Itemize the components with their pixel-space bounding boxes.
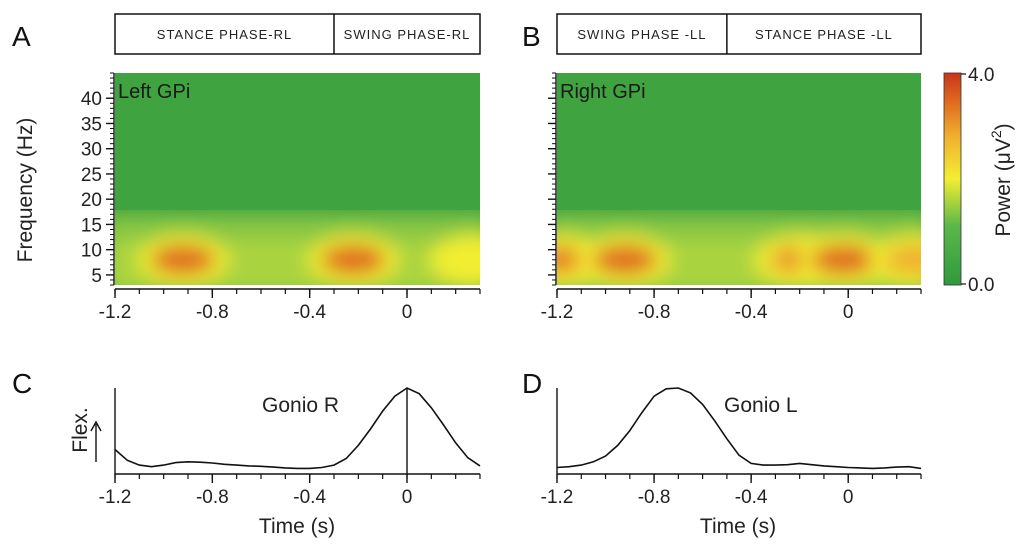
x-tick-label-d: -0.8 bbox=[638, 487, 671, 508]
power-peak bbox=[443, 244, 480, 275]
x-axis-title-d: Time (s) bbox=[700, 515, 776, 538]
x-tick-label-d: 0 bbox=[843, 487, 854, 508]
colorbar-title-text: Power (μV bbox=[992, 138, 1015, 236]
y-tick-label-a: 40 bbox=[81, 89, 102, 110]
phase-bar-a-frame bbox=[114, 13, 481, 55]
heatmap-a: Left GPi bbox=[115, 73, 480, 285]
gonio-l-label: Gonio L bbox=[724, 394, 798, 417]
phase-label-swing-ll: SWING PHASE -LL bbox=[577, 27, 706, 42]
y-tick-label-a: 15 bbox=[81, 215, 102, 236]
x-tick-label-a: 0 bbox=[402, 302, 413, 323]
gonio-l-line bbox=[556, 387, 922, 470]
panel-label-a: A bbox=[12, 21, 31, 52]
phase-label-stance-rl: STANCE PHASE-RL bbox=[157, 27, 292, 42]
phase-label-swing-rl: SWING PHASE-RL bbox=[344, 27, 471, 42]
x-tick-label-c: -0.8 bbox=[196, 487, 229, 508]
x-tick-label-a: -1.2 bbox=[99, 302, 132, 323]
x-tick-label-b: -1.2 bbox=[541, 302, 574, 323]
colorbar-max-label: 4.0 bbox=[968, 65, 994, 86]
panel-label-b: B bbox=[522, 21, 541, 52]
y-tick-label-a: 5 bbox=[91, 266, 102, 287]
axes-c: -1.2 -0.8 -0.4 0 bbox=[99, 388, 481, 508]
x-tick-label-b: -0.4 bbox=[735, 302, 768, 323]
x-tick-label-b: -0.8 bbox=[638, 302, 671, 323]
x-tick-label-b: 0 bbox=[843, 302, 854, 323]
power-peak-core bbox=[606, 251, 643, 268]
y-tick-label-a: 10 bbox=[81, 241, 102, 262]
phase-bar-a: STANCE PHASE-RL SWING PHASE-RL bbox=[114, 13, 481, 55]
axes-d: -1.2 -0.8 -0.4 0 bbox=[541, 388, 922, 508]
y-tick-label-a: 25 bbox=[81, 165, 102, 186]
x-tick-label-c: -0.4 bbox=[293, 487, 326, 508]
heatmap-a-power bbox=[115, 214, 480, 285]
flex-arrow-icon bbox=[90, 420, 102, 462]
colorbar: 4.0 0.0 Power (μV2) bbox=[943, 65, 1015, 296]
colorbar-gradient bbox=[943, 72, 962, 286]
power-peak-core bbox=[335, 251, 372, 268]
x-tick-label-c: -1.2 bbox=[99, 487, 132, 508]
x-tick-label-c: 0 bbox=[402, 487, 413, 508]
x-tick-label-d: -0.4 bbox=[735, 487, 768, 508]
x-tick-label-a: -0.8 bbox=[196, 302, 229, 323]
gonio-r-line bbox=[114, 387, 481, 470]
line-chart-c: Gonio R Flex. Time (s) bbox=[69, 387, 481, 538]
axes-b: -1.2 -0.8 -0.4 0 bbox=[541, 72, 922, 323]
y-tick-label-a: 30 bbox=[81, 140, 102, 161]
phase-bar-b-frame bbox=[556, 13, 922, 55]
axes-a: -1.2 -0.8 -0.4 0 5 10 15 20 25 30 35 40 bbox=[81, 72, 481, 323]
panel-label-d: D bbox=[522, 368, 542, 399]
colorbar-title-close: ) bbox=[992, 123, 1015, 130]
power-peak-core bbox=[825, 251, 862, 268]
heatmap-b-title: Right GPi bbox=[560, 81, 646, 103]
panel-label-c: C bbox=[12, 368, 32, 399]
x-axis-title-c: Time (s) bbox=[259, 515, 335, 538]
colorbar-title: Power (μV2) bbox=[988, 123, 1015, 236]
heatmap-b: Right GPi bbox=[557, 73, 921, 285]
heatmap-a-title: Left GPi bbox=[118, 81, 190, 103]
colorbar-title-superscript: 2 bbox=[988, 130, 1004, 138]
power-peak bbox=[884, 244, 921, 275]
phase-bar-b: SWING PHASE -LL STANCE PHASE -LL bbox=[556, 13, 922, 55]
line-chart-d: Gonio L Time (s) bbox=[556, 387, 922, 538]
power-peak-core bbox=[165, 251, 202, 268]
y-axis-title-flex: Flex. bbox=[69, 407, 92, 453]
gonio-r-label: Gonio R bbox=[262, 394, 339, 417]
colorbar-min-label: 0.0 bbox=[968, 275, 994, 296]
x-tick-label-a: -0.4 bbox=[293, 302, 326, 323]
y-tick-label-a: 20 bbox=[81, 190, 102, 211]
phase-label-stance-ll: STANCE PHASE -LL bbox=[755, 27, 893, 42]
x-tick-label-d: -1.2 bbox=[541, 487, 574, 508]
y-axis-title-frequency: Frequency (Hz) bbox=[14, 118, 37, 263]
heatmap-b-power bbox=[557, 214, 921, 285]
power-peak-core bbox=[557, 251, 578, 268]
y-tick-label-a: 35 bbox=[81, 114, 102, 135]
